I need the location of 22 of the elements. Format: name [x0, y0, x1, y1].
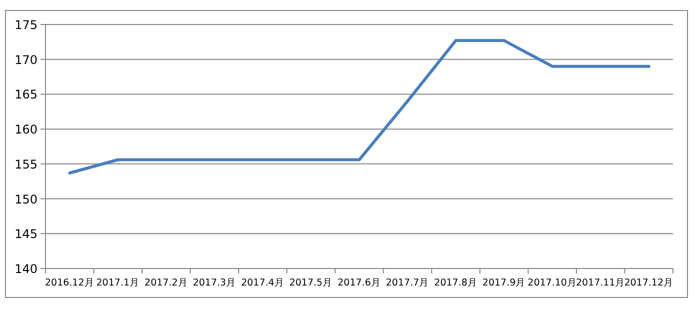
x-tick-label: 2017.6月: [338, 278, 381, 288]
y-tick-label: 165: [14, 88, 38, 102]
x-tick-label: 2017.12月: [624, 278, 674, 288]
y-tick-label: 170: [14, 52, 38, 67]
line-series: [68, 39, 650, 174]
y-tick-label: 155: [14, 157, 38, 172]
y-tick-label: 160: [14, 122, 38, 137]
x-tick-label: 2016.12月: [44, 278, 94, 288]
y-tick-label: 145: [14, 227, 38, 242]
x-tick-label: 2017.2月: [144, 278, 188, 288]
y-tick-label: 175: [14, 18, 38, 32]
y-tick-label: 140: [14, 262, 38, 276]
x-tick-label: 2017.3月: [192, 278, 236, 288]
x-tick-label: 2017.11月: [576, 278, 626, 288]
x-tick-label: 2017.5月: [289, 278, 333, 288]
x-tick-label: 2017.7月: [386, 278, 430, 288]
x-tick-label: 2017.1月: [96, 278, 140, 288]
x-tick-label: 2017.9月: [482, 278, 526, 288]
y-tick-label: 150: [14, 192, 38, 206]
x-tick-label: 2017.4月: [241, 278, 284, 288]
x-tick-label: 2017.8月: [434, 278, 478, 288]
x-tick-label: 2017.10月: [528, 278, 577, 288]
